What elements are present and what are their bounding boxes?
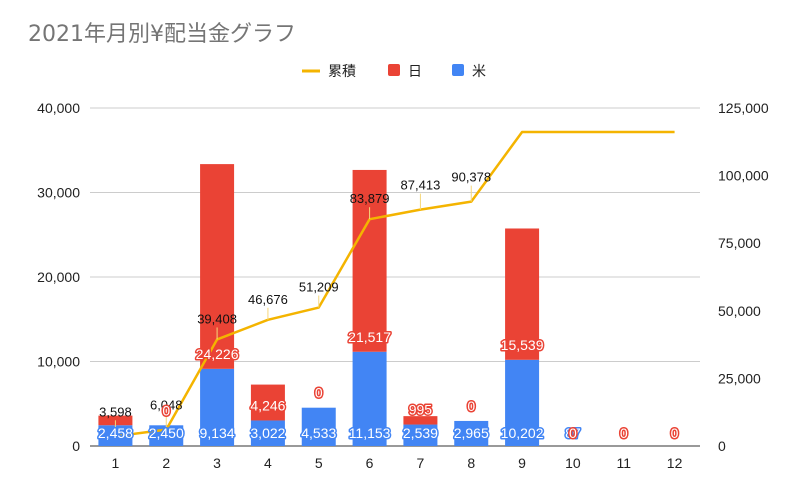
y-right-tick-label: 125,000 <box>718 100 769 116</box>
x-tick-label: 1 <box>112 455 120 471</box>
x-tick-label: 9 <box>518 455 526 471</box>
x-tick-label: 11 <box>616 455 631 471</box>
y-left-tick-label: 20,000 <box>37 269 80 285</box>
data-label-us: 87 <box>565 425 581 441</box>
legend-label-jp: 日 <box>408 64 422 80</box>
bar-jp <box>403 416 438 425</box>
bar-jp <box>352 169 387 352</box>
data-label-jp: 0 <box>569 425 577 441</box>
bar-us <box>301 407 336 446</box>
x-tick-label: 4 <box>264 455 272 471</box>
data-label-jp: 0 <box>315 385 323 401</box>
data-label-cumulative: 39,408 <box>197 311 237 326</box>
data-label-us: 10,202 <box>501 425 544 441</box>
data-label-us: 2,458 <box>98 425 133 441</box>
data-label-jp: 0 <box>162 402 170 418</box>
bar-us <box>200 368 235 446</box>
x-tick-label: 10 <box>565 455 581 471</box>
bar-jp <box>505 228 540 360</box>
data-label-us: 4,533 <box>301 425 336 441</box>
legend-label-cumulative: 累積 <box>328 64 356 80</box>
data-label-cumulative: 46,676 <box>248 292 288 307</box>
data-label-jp: 4,246 <box>250 397 285 413</box>
x-tick-label: 2 <box>162 455 170 471</box>
data-label-us: 9,134 <box>200 425 235 441</box>
x-tick-label: 12 <box>667 455 683 471</box>
data-label-us: 2,539 <box>403 425 438 441</box>
data-label-jp: 0 <box>671 425 679 441</box>
x-tick-label: 8 <box>467 455 475 471</box>
y-right-tick-label: 25,000 <box>718 370 761 386</box>
bar-us <box>454 420 489 446</box>
x-tick-label: 7 <box>417 455 425 471</box>
data-label-jp: 995 <box>409 402 433 418</box>
y-right-tick-label: 75,000 <box>718 235 761 251</box>
y-right-tick-label: 50,000 <box>718 303 761 319</box>
bar-us <box>352 351 387 446</box>
data-label-us: 2,965 <box>454 425 489 441</box>
data-label-cumulative: 6,048 <box>150 398 183 413</box>
data-label-us: 11,153 <box>349 425 391 441</box>
x-tick-label: 6 <box>366 455 374 471</box>
bar-us <box>403 424 438 446</box>
data-label-cumulative: 51,209 <box>299 280 339 295</box>
y-left-tick-label: 10,000 <box>37 354 80 370</box>
y-left-tick-label: 40,000 <box>37 100 80 116</box>
data-label-cumulative: 90,378 <box>451 170 491 185</box>
chart-title: 2021年月別¥配当金グラフ <box>28 22 296 47</box>
y-right-tick-label: 100,000 <box>718 168 769 184</box>
y-right-tick-label: 0 <box>718 438 726 454</box>
bar-us <box>250 420 285 446</box>
legend-swatch-jp <box>388 64 400 76</box>
data-label-cumulative: 3,598 <box>99 404 132 419</box>
bar-jp <box>250 384 285 421</box>
x-tick-label: 5 <box>315 455 323 471</box>
data-label-jp: 0 <box>620 425 628 441</box>
data-label-jp: 21,517 <box>348 329 391 345</box>
data-label-cumulative: 87,413 <box>401 178 441 193</box>
legend-label-us: 米 <box>472 64 486 80</box>
bar-us <box>505 359 540 446</box>
data-label-jp: 0 <box>467 398 475 414</box>
y-left-tick-label: 0 <box>72 438 80 454</box>
data-label-cumulative: 83,879 <box>350 191 390 206</box>
data-label-jp: 24,226 <box>196 346 239 362</box>
legend-swatch-us <box>452 64 464 76</box>
data-label-us: 2,450 <box>149 425 184 441</box>
data-label-jp: 15,539 <box>501 337 544 353</box>
x-tick-label: 3 <box>213 455 221 471</box>
series-line-cumulative <box>115 130 675 438</box>
data-label-us: 3,022 <box>250 425 285 441</box>
y-left-tick-label: 30,000 <box>37 185 80 201</box>
